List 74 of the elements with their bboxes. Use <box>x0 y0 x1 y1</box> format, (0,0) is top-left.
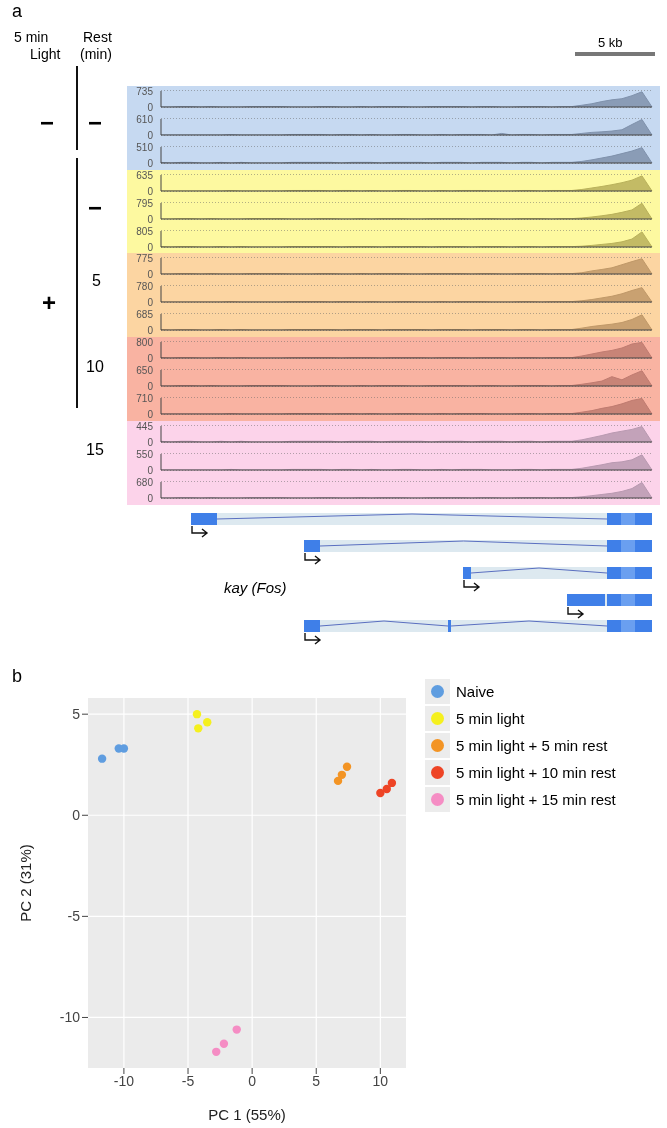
legend-label: 5 min light <box>456 710 525 727</box>
y-tick-label: 5 <box>72 706 81 723</box>
y-tick-label: 685 <box>136 308 154 320</box>
point <box>387 778 397 788</box>
point <box>376 788 385 798</box>
point <box>203 718 212 727</box>
y-tick-label: 550 <box>136 448 154 460</box>
y-tick-label: 0 <box>72 807 81 824</box>
x-tick-label: -10 <box>113 1072 135 1089</box>
y-tick-label: -5 <box>67 908 81 925</box>
y-tick-label: 0 <box>147 380 154 392</box>
point <box>337 770 347 780</box>
y-tick-label: -10 <box>59 1009 81 1026</box>
x-tick-label: 0 <box>248 1072 257 1089</box>
y-tick-label: 0 <box>147 268 154 280</box>
y-tick-label: 680 <box>136 476 154 488</box>
text: b <box>12 666 23 687</box>
x-tick-label: -5 <box>181 1072 195 1089</box>
y-tick-label: 0 <box>147 324 154 336</box>
y-tick-label: 0 <box>147 241 154 253</box>
text: − <box>88 194 103 222</box>
point <box>97 754 107 763</box>
legend-label: 5 min light + 10 min rest <box>456 764 616 781</box>
y-tick-label: 795 <box>136 197 154 209</box>
x-axis-title: PC 1 (55%) <box>208 1106 286 1123</box>
y-tick-label: 0 <box>147 185 154 197</box>
text: − <box>40 109 55 137</box>
y-tick-label: 0 <box>147 408 154 420</box>
text: 10 <box>86 358 104 376</box>
y-tick-label: 805 <box>136 225 154 237</box>
y-tick-label: 0 <box>147 296 154 308</box>
y-tick-label: 510 <box>136 141 154 153</box>
text: Rest <box>83 29 112 46</box>
y-tick-label: 635 <box>136 169 154 181</box>
x-tick-label: 5 <box>312 1072 321 1089</box>
point <box>194 724 203 733</box>
text: 15 <box>86 441 104 459</box>
text: − <box>88 109 103 137</box>
text: a <box>12 1 23 22</box>
y-tick-label: 780 <box>136 280 154 292</box>
text: 5 <box>92 272 101 290</box>
legend-label: Naive <box>456 683 495 700</box>
point <box>342 762 352 771</box>
point <box>232 1025 241 1034</box>
y-tick-label: 0 <box>147 492 154 504</box>
point <box>192 709 202 719</box>
y-tick-label: 0 <box>147 352 154 364</box>
y-tick-label: 610 <box>136 113 154 125</box>
y-tick-label: 0 <box>147 101 154 113</box>
y-tick-label: 800 <box>136 336 154 348</box>
y-tick-label: 710 <box>136 392 154 404</box>
y-tick-label: 650 <box>136 364 154 376</box>
point <box>382 784 391 794</box>
y-tick-label: 445 <box>136 420 154 432</box>
text: kay (Fos) <box>224 579 287 597</box>
legend-label: 5 min light + 15 min rest <box>456 791 616 808</box>
text: (min) <box>80 46 112 63</box>
y-axis-title: PC 2 (31%) <box>17 844 35 922</box>
text: 5 min <box>14 29 49 46</box>
x-tick-label: 10 <box>372 1072 389 1089</box>
point <box>212 1047 221 1057</box>
y-tick-label: 0 <box>147 436 154 448</box>
legend-label: 5 min light + 5 min rest <box>456 737 608 754</box>
y-tick-label: 0 <box>147 129 154 141</box>
y-tick-label: 735 <box>136 85 154 97</box>
text: + <box>42 289 57 317</box>
point <box>333 776 343 786</box>
text: 5 kb <box>598 35 623 51</box>
y-tick-label: 0 <box>147 464 154 476</box>
y-tick-label: 775 <box>136 252 154 264</box>
y-tick-label: 0 <box>147 213 154 225</box>
point <box>219 1039 229 1048</box>
y-tick-label: 0 <box>147 157 154 169</box>
text: Light <box>30 46 61 63</box>
